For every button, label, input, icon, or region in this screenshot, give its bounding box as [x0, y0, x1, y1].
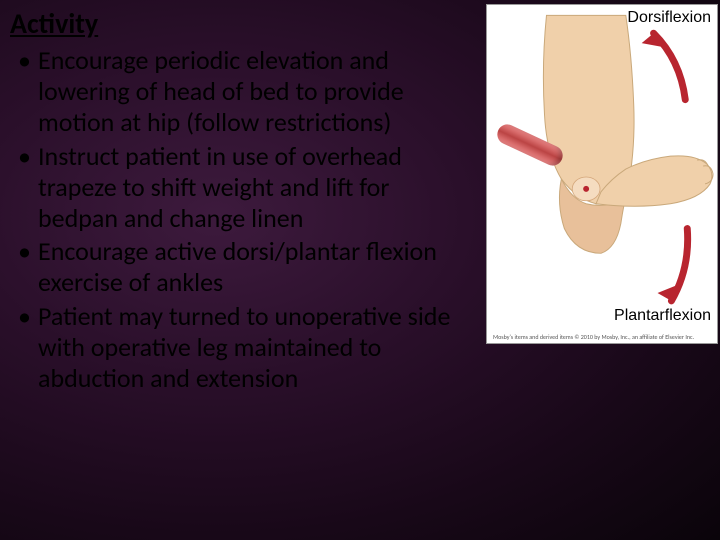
foot-diagram-svg: [487, 5, 717, 343]
list-item: Encourage active dorsi/plantar flexion e…: [10, 236, 470, 298]
text-content: Activity Encourage periodic elevation an…: [0, 0, 480, 406]
section-heading: Activity: [10, 6, 470, 41]
dorsiflexion-label: Dorsiflexion: [627, 9, 711, 27]
plantarflexion-label: Plantarflexion: [614, 307, 711, 325]
bullet-list: Encourage periodic elevation and lowerin…: [10, 45, 470, 394]
list-item: Patient may turned to unoperative side w…: [10, 301, 470, 395]
foot-illustration: Dorsiflexion Plantarflexion Mosby's item…: [486, 4, 718, 344]
list-item: Instruct patient in use of overhead trap…: [10, 141, 470, 235]
image-credit: Mosby's items and derived items © 2010 b…: [493, 333, 694, 341]
list-item: Encourage periodic elevation and lowerin…: [10, 45, 470, 139]
